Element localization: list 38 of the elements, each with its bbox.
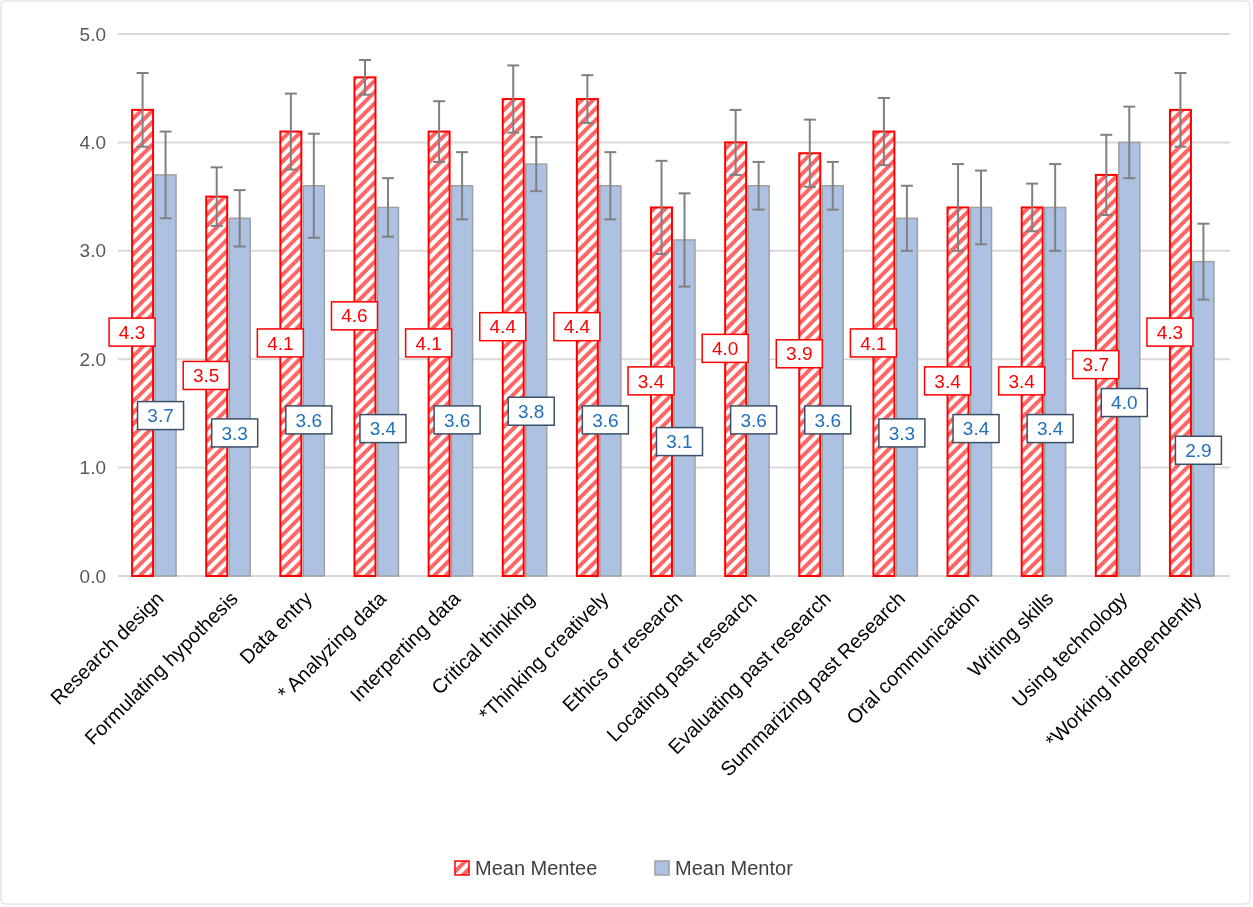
y-tick-label: 3.0 [79,240,106,262]
data-label: 4.1 [267,332,294,354]
data-label: 3.9 [786,343,813,365]
data-label: 4.4 [563,316,591,338]
data-label: 3.3 [221,422,248,444]
data-label: 3.4 [934,370,962,392]
data-label: 4.0 [711,338,739,360]
data-label: 3.6 [443,409,471,431]
y-tick-label: 0.0 [79,565,106,587]
data-label: 2.9 [1185,439,1212,461]
data-label: 3.4 [1008,370,1036,392]
data-label: 3.6 [592,409,619,431]
data-label: 3.1 [666,431,693,453]
data-label: 3.4 [962,418,990,440]
data-label: 3.4 [637,370,665,392]
data-label: 3.7 [1082,354,1110,376]
data-label: 3.6 [295,409,323,431]
data-label: 4.1 [415,332,442,354]
legend-label: Mean Mentee [475,857,598,879]
data-label: 3.4 [369,418,397,440]
data-label: 4.3 [1156,321,1184,343]
data-label: 3.8 [518,400,545,422]
data-label: 3.7 [147,405,174,427]
y-tick-label: 2.0 [79,348,106,370]
y-tick-label: 4.0 [79,132,106,154]
data-label: 4.3 [118,321,146,343]
y-tick-label: 5.0 [79,23,106,45]
data-label: 3.6 [740,409,767,431]
data-label: 3.4 [1036,418,1064,440]
data-label: 3.5 [193,365,220,387]
data-label: 4.4 [489,316,517,338]
data-label: 4.1 [860,332,887,354]
data-label: 4.6 [341,305,368,327]
data-label: 3.3 [888,422,916,444]
data-label: 4.0 [1111,392,1138,414]
data-label: 3.6 [814,409,841,431]
legend-label: Mean Mentor [675,857,794,879]
y-tick-label: 1.0 [79,457,106,479]
